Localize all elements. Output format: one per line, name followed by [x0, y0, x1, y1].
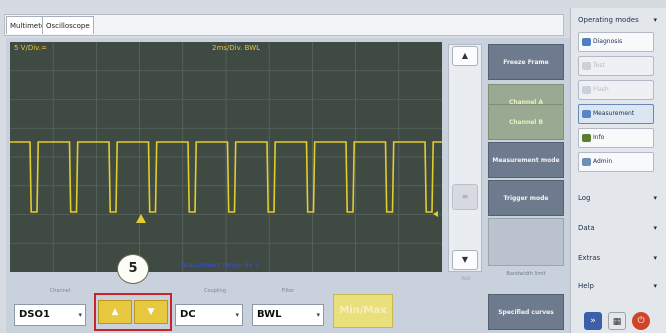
admin-button[interactable]: Admin	[578, 152, 654, 172]
chevron-icon: ▾	[653, 224, 657, 232]
info-button[interactable]: Info	[578, 128, 654, 148]
coupling-select[interactable]: DC ▾	[175, 304, 243, 326]
oscilloscope-screen[interactable]	[10, 42, 442, 272]
log-label: Log	[578, 194, 591, 202]
admin-icon	[582, 157, 591, 166]
bandwidth-note: Bandwidth limit	[506, 271, 546, 277]
scroll-down-button[interactable]: ▼	[452, 250, 478, 270]
chevron-down-icon: ▾	[316, 311, 320, 319]
tab-oscilloscope[interactable]: Oscilloscope	[42, 16, 94, 34]
test-label: Test	[593, 62, 605, 69]
operating-modes-header[interactable]: Operating modes ▾	[574, 10, 662, 30]
chevron-icon: ▾	[653, 16, 657, 24]
scroll-up-button[interactable]: ▲	[452, 46, 478, 66]
flash-button: Flash	[578, 80, 654, 100]
roll-note: Roll	[461, 276, 471, 282]
chevron-down-icon: ▾	[78, 311, 82, 319]
diagnosis-icon	[582, 37, 591, 46]
measurement-icon	[582, 109, 591, 118]
flash-label: Flash	[593, 86, 609, 93]
data-header[interactable]: Data ▾	[574, 218, 662, 238]
specified-curves-button[interactable]: Specified curves	[488, 294, 564, 330]
filter-select-value: BWL	[257, 309, 282, 320]
scroll-thumb[interactable]: ≡	[452, 184, 478, 210]
waveform-display	[10, 42, 442, 272]
admin-label: Admin	[593, 158, 613, 165]
step-callout: 5	[117, 254, 149, 284]
print-icon[interactable]: ▦	[608, 312, 626, 330]
filter-label: Filter	[281, 288, 295, 294]
operating-modes-label: Operating modes	[578, 16, 639, 24]
chevron-down-icon: ▾	[235, 311, 239, 319]
test-button: Test	[578, 56, 654, 76]
info-label: Info	[593, 134, 605, 141]
chevron-icon: ▾	[653, 254, 657, 262]
chevron-icon: ▾	[653, 194, 657, 202]
channel-scale-label: 5 V/Div.=	[14, 44, 47, 52]
freeze-frame-button[interactable]: Freeze Frame	[488, 44, 564, 80]
time-scale-label: 2ms/Div. BWL	[212, 44, 261, 52]
extras-header[interactable]: Extras ▾	[574, 248, 662, 268]
channel-select-value: DSO1	[19, 309, 50, 320]
forward-icon[interactable]: »	[584, 312, 602, 330]
measurement-range-caption: Measurement range: 4+ V	[180, 262, 260, 269]
flash-icon	[582, 85, 591, 94]
channel-b-button[interactable]: Channel B	[488, 104, 564, 140]
highlight-box	[94, 293, 172, 331]
diagnosis-button[interactable]: Diagnosis	[578, 32, 654, 52]
channel-label: Channel	[49, 288, 71, 294]
filter-select[interactable]: BWL ▾	[252, 304, 324, 326]
measurement-button[interactable]: Measurement	[578, 104, 654, 124]
vertical-scroll-column	[448, 44, 482, 272]
help-header[interactable]: Help ▾	[574, 276, 662, 296]
signal-waveform	[10, 141, 442, 213]
help-label: Help	[578, 282, 594, 290]
minmax-button[interactable]: Min/Max	[333, 294, 393, 328]
chevron-icon: ▾	[653, 282, 657, 290]
channel-select[interactable]: DSO1 ▾	[14, 304, 86, 326]
test-icon	[582, 61, 591, 70]
power-icon[interactable]: ⏻	[632, 312, 650, 330]
level-marker-icon	[433, 211, 438, 217]
trigger-marker-icon	[136, 214, 146, 223]
empty-action-slot	[488, 218, 564, 266]
tab-strip	[4, 14, 564, 36]
diagnosis-label: Diagnosis	[593, 38, 623, 45]
scale-up-button[interactable]: ▲	[98, 300, 132, 324]
trigger-mode-button[interactable]: Trigger mode	[488, 180, 564, 216]
data-label: Data	[578, 224, 595, 232]
extras-label: Extras	[578, 254, 601, 262]
scope-grid	[10, 42, 442, 272]
measurement-mode-button[interactable]: Measurement mode	[488, 142, 564, 178]
measurement-label: Measurement	[593, 110, 635, 117]
coupling-select-value: DC	[180, 309, 196, 320]
scale-down-button[interactable]: ▼	[134, 300, 168, 324]
log-header[interactable]: Log ▾	[574, 188, 662, 208]
coupling-label: Coupling	[203, 288, 226, 294]
info-icon	[582, 133, 591, 142]
